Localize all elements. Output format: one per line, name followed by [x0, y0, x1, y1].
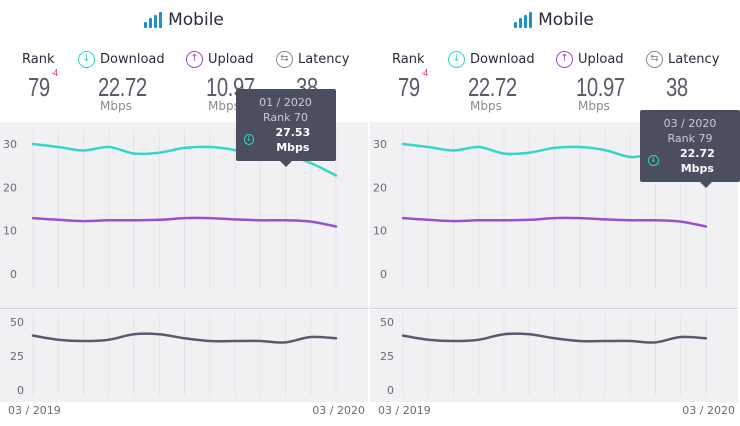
download-arrow-icon: ↓ — [78, 50, 95, 68]
chart-divider — [0, 308, 368, 309]
rank-value: 79 — [28, 72, 50, 102]
latency-series-line[interactable] — [401, 332, 708, 344]
latency-y-tick-label: 50 — [10, 316, 24, 329]
tooltip-date: 03 / 2020 — [663, 116, 717, 130]
speed-y-tick-label: 10 — [373, 225, 387, 238]
tooltip-value: 22.72 Mbps — [679, 146, 715, 175]
upload-label: Upload — [578, 51, 624, 67]
tooltip-value: 27.53 Mbps — [275, 125, 311, 154]
upload-unit: Mbps — [578, 99, 610, 113]
panel-title-text: Mobile — [538, 10, 594, 30]
upload-arrow-icon: ↑ — [186, 50, 203, 68]
upload-unit: Mbps — [208, 99, 240, 113]
tooltip-rank: Rank 70 — [263, 110, 308, 124]
x-axis-end-label: 03 / 2020 — [682, 404, 735, 417]
latency-y-tick-label: 25 — [380, 350, 394, 363]
latency-y-tick-label: 0 — [387, 384, 394, 397]
tooltip-download-icon: ↓ — [243, 134, 255, 146]
latency-series-line[interactable] — [31, 332, 338, 344]
chart-divider — [370, 308, 738, 309]
latency-metric[interactable]: ⇆ Latency 38 — [646, 50, 719, 103]
speed-y-tick-label: 0 — [380, 268, 387, 281]
latency-arrows-icon: ⇆ — [646, 50, 663, 68]
download-metric[interactable]: ↓ Download 22.72 Mbps — [78, 50, 165, 113]
speed-y-tick-label: 30 — [373, 138, 387, 151]
download-metric[interactable]: ↓ Download 22.72 Mbps — [448, 50, 535, 113]
x-axis-start-label: 03 / 2019 — [8, 404, 61, 417]
rank-metric: Rank 79 -4 — [22, 50, 66, 103]
tooltip-pointer — [700, 181, 712, 188]
panel-title: Mobile — [0, 10, 368, 30]
signal-bars-icon — [514, 12, 533, 28]
upload-metric[interactable]: ↑ Upload 10.97 Mbps — [556, 50, 639, 113]
latency-label: Latency — [298, 51, 350, 67]
latency-y-tick-label: 25 — [10, 350, 24, 363]
latency-arrows-icon: ⇆ — [276, 50, 293, 68]
download-label: Download — [470, 51, 535, 67]
rank-value: 79 — [398, 72, 420, 102]
download-label: Download — [100, 51, 165, 67]
latency-value: 38 — [666, 72, 688, 102]
speed-y-tick-label: 30 — [3, 138, 17, 151]
tooltip-pointer — [279, 160, 292, 167]
tooltip-date: 01 / 2020 — [259, 95, 312, 109]
speed-y-tick-label: 10 — [3, 225, 17, 238]
tooltip-download-icon: ↓ — [648, 155, 659, 167]
download-unit: Mbps — [100, 99, 132, 113]
speed-y-tick-label: 20 — [373, 181, 387, 194]
panel-title: Mobile — [370, 10, 738, 30]
rank-delta: -4 — [51, 68, 58, 79]
rank-metric: Rank 79 -4 — [392, 50, 436, 103]
panel-title-text: Mobile — [168, 10, 224, 30]
speed-y-tick-label: 20 — [3, 181, 17, 194]
upload-metric[interactable]: ↑ Upload 10.97 Mbps — [186, 50, 269, 113]
upload-label: Upload — [208, 51, 254, 67]
latency-metric[interactable]: ⇆ Latency 38 — [276, 50, 349, 103]
signal-bars-icon — [144, 12, 163, 28]
speed-y-tick-label: 0 — [10, 268, 17, 281]
upload-value: 10.97 — [576, 72, 625, 102]
upload-series-line[interactable] — [31, 216, 338, 228]
download-value: 22.72 — [468, 72, 517, 102]
download-value: 22.72 — [98, 72, 147, 102]
tooltip-rank: Rank 79 — [667, 131, 713, 145]
panel-mobile-right: Mobile Rank 79 -4 ↓ Download 22.72 Mbps ↑… — [370, 0, 740, 426]
rank-label: Rank — [392, 51, 425, 67]
panel-mobile-left: Mobile Rank 79 -4 ↓ Download 22.72 Mbps ↑… — [0, 0, 368, 426]
latency-y-tick-label: 0 — [17, 384, 24, 397]
latency-label: Latency — [668, 51, 720, 67]
x-axis-end-label: 03 / 2020 — [312, 404, 365, 417]
x-axis-start-label: 03 / 2019 — [378, 404, 431, 417]
upload-arrow-icon: ↑ — [556, 50, 573, 68]
data-tooltip: 03 / 2020 Rank 79 ↓ 22.72 Mbps — [640, 109, 740, 188]
rank-delta: -4 — [421, 68, 428, 79]
upload-series-line[interactable] — [401, 216, 708, 228]
data-tooltip: 01 / 2020 Rank 70 ↓ 27.53 Mbps — [235, 88, 336, 167]
latency-y-tick-label: 50 — [380, 316, 394, 329]
chart-svg: 0 10 20 30 0 25 50 — [3, 130, 338, 397]
rank-label: Rank — [22, 51, 55, 67]
download-arrow-icon: ↓ — [448, 50, 465, 68]
download-unit: Mbps — [470, 99, 502, 113]
